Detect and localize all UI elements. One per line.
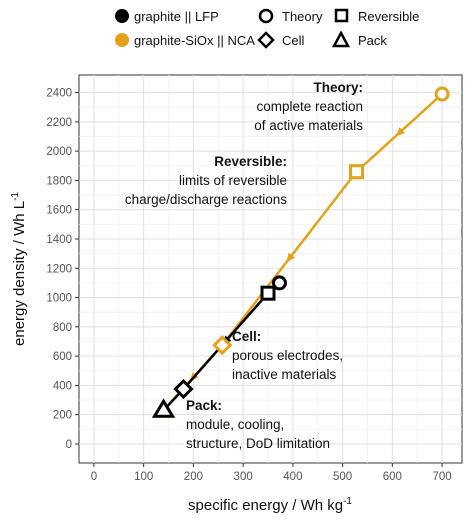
- annotation-cell: Cell: porous electrodes, inactive materi…: [232, 329, 343, 382]
- grid: [79, 75, 462, 463]
- legend-label-theory: Theory: [282, 9, 323, 24]
- annotation-theory: Theory: complete reaction of active mate…: [254, 80, 363, 133]
- annotation-reversible-line-1: limits of reversible: [179, 173, 287, 188]
- marker-graphite-lfp-pack: [151, 398, 176, 418]
- annotation-pack: Pack: module, cooling, structure, DoD li…: [186, 398, 330, 451]
- annotation-theory-line-1: complete reaction: [256, 99, 363, 114]
- x-axis-ticks: 0 100 200 300 400 500 600 700: [91, 463, 452, 483]
- y-tick-label: 1600: [46, 205, 72, 217]
- y-tick-label: 0: [66, 439, 72, 451]
- marker-graphite-lfp-theory: [271, 275, 287, 291]
- y-axis-title: energy density / Wh L-1: [10, 192, 28, 346]
- x-tick-label: 600: [383, 471, 402, 483]
- marker-graphite-siox-nca-cell: [212, 335, 233, 356]
- legend-label-cell: Cell: [282, 33, 305, 48]
- x-tick-label: 400: [283, 471, 302, 483]
- series-arrow-graphite-siox-nca: [286, 252, 296, 263]
- x-tick-label: 0: [91, 471, 97, 483]
- legend-swatch-lfp: [115, 9, 129, 23]
- annotation-pack-line-2: structure, DoD limitation: [186, 436, 330, 451]
- legend: graphite || LFP graphite-SiOx || NCA The…: [115, 8, 419, 49]
- x-tick-label: 500: [333, 471, 352, 483]
- annotation-reversible-line-2: charge/discharge reactions: [125, 192, 287, 207]
- annotation-cell-line-1: porous electrodes,: [232, 348, 343, 363]
- y-tick-label: 2000: [46, 146, 72, 158]
- annotation-cell-line-2: inactive materials: [232, 367, 337, 382]
- x-tick-label: 200: [184, 471, 203, 483]
- y-axis-title-sup: -1: [10, 192, 21, 201]
- legend-label-nca: graphite-SiOx || NCA: [134, 33, 255, 48]
- marker-graphite-lfp-cell: [173, 378, 194, 400]
- y-axis-ticks: 0 200 400 600 800 1000 1200 1400 1600 1800 2000 220…: [46, 88, 79, 451]
- annotation-reversible: Reversible: limits of reversible charge/…: [125, 154, 287, 207]
- series-arrow-graphite-siox-nca: [395, 127, 405, 137]
- marker-graphite-siox-nca-theory: [434, 86, 450, 102]
- x-tick-label: 100: [134, 471, 153, 483]
- x-axis-title-text: specific energy / Wh kg: [188, 497, 343, 514]
- y-tick-label: 1800: [46, 175, 72, 187]
- legend-marker-theory: [258, 8, 274, 24]
- series-markers: [151, 86, 450, 418]
- legend-marker-cell: [257, 31, 275, 49]
- y-tick-label: 400: [53, 380, 72, 392]
- legend-swatch-nca: [115, 33, 129, 47]
- x-tick-label: 300: [234, 471, 253, 483]
- x-axis-title-sup: -1: [343, 496, 352, 507]
- y-tick-label: 1200: [46, 263, 72, 275]
- annotation-pack-title: Pack:: [186, 398, 222, 413]
- annotation-pack-line-1: module, cooling,: [186, 417, 284, 432]
- legend-label-lfp: graphite || LFP: [134, 9, 219, 24]
- y-tick-label: 200: [53, 410, 72, 422]
- y-tick-label: 800: [53, 322, 72, 334]
- y-tick-label: 2200: [46, 117, 72, 129]
- marker-graphite-lfp-reversible: [260, 285, 276, 301]
- x-tick-label: 700: [433, 471, 452, 483]
- x-axis-title: specific energy / Wh kg-1: [188, 496, 352, 514]
- legend-marker-reversible: [334, 8, 349, 23]
- annotation-theory-line-2: of active materials: [254, 118, 363, 133]
- y-tick-label: 1400: [46, 234, 72, 246]
- legend-label-reversible: Reversible: [358, 9, 419, 24]
- annotation-theory-title: Theory:: [313, 80, 363, 95]
- marker-graphite-siox-nca-reversible: [349, 164, 365, 180]
- legend-marker-pack: [331, 30, 351, 48]
- y-tick-label: 2400: [46, 88, 72, 100]
- y-tick-label: 1000: [46, 293, 72, 305]
- annotation-cell-title: Cell:: [232, 329, 261, 344]
- annotation-reversible-title: Reversible:: [214, 154, 287, 169]
- legend-label-pack: Pack: [358, 33, 387, 48]
- plot-panel: [78, 74, 463, 464]
- y-tick-label: 600: [53, 351, 72, 363]
- y-axis-title-text: energy density / Wh L: [11, 201, 28, 346]
